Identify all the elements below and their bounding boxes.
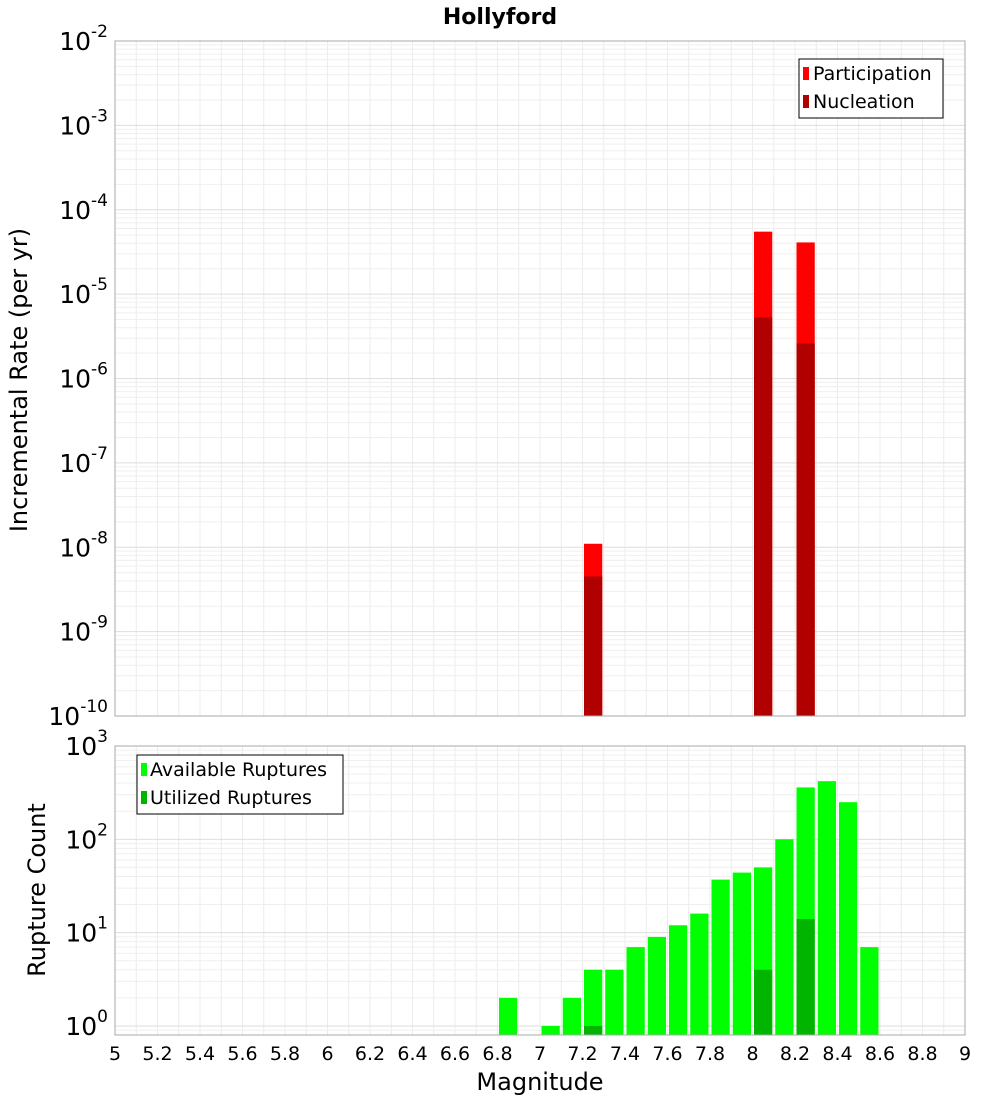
rate-legend-swatch-participation: [803, 67, 809, 80]
count-legend-label-utilized: Utilized Ruptures: [150, 787, 312, 809]
x-tick-label: 6: [321, 1043, 333, 1065]
x-tick-label: 6.4: [397, 1043, 427, 1065]
x-tick-label: 8.6: [865, 1043, 895, 1065]
count-bar-primary: [584, 969, 603, 1035]
count-bar-primary: [732, 872, 751, 1035]
x-tick-label: 8.8: [907, 1043, 937, 1065]
rate-legend-box: [798, 58, 944, 119]
count-legend: Available Ruptures Utilized Ruptures: [136, 754, 344, 815]
count-legend-box: [136, 754, 344, 815]
count-bar-primary: [711, 879, 730, 1035]
x-tick-label: 5: [109, 1043, 121, 1065]
count-bar-primary: [605, 969, 624, 1035]
rate-y-tick-label: 10-7: [59, 444, 108, 478]
count-panel: 100 101 102 103 5 5.2 5.4 5.6 5.8 6 6.2 6.4 6.6 6.8 7…: [23, 727, 971, 1096]
count-bar-primary: [562, 997, 581, 1035]
count-bar-primary: [690, 913, 709, 1035]
rate-plot-frame: [114, 40, 966, 717]
x-tick-label: 9: [959, 1043, 971, 1065]
count-bar-primary: [860, 947, 879, 1035]
count-bar-primary: [541, 1025, 560, 1035]
count-bar-primary: [839, 802, 858, 1035]
rate-bar-secondary: [796, 343, 815, 716]
count-x-ticks: 5 5.2 5.4 5.6 5.8 6 6.2 6.4 6.6 6.8 7 7.2 7.4 7.6 7.8 8…: [109, 1043, 971, 1065]
x-tick-label: 7: [534, 1043, 546, 1065]
count-y-axis-label: Rupture Count: [23, 803, 51, 977]
x-tick-label: 6.2: [355, 1043, 385, 1065]
rate-y-tick-label: 10-5: [59, 275, 108, 309]
rate-y-tick-label: 10-4: [59, 191, 108, 225]
count-legend-label-available: Available Ruptures: [150, 759, 327, 781]
x-tick-label: 7.4: [610, 1043, 640, 1065]
rate-bar-secondary: [584, 576, 603, 716]
x-tick-label: 8.2: [780, 1043, 810, 1065]
count-bar-primary: [669, 925, 688, 1035]
x-tick-label: 7.2: [567, 1043, 597, 1065]
rate-y-tick-label: 10-9: [59, 613, 108, 647]
count-bars: [499, 781, 879, 1035]
x-tick-label: 5.6: [227, 1043, 257, 1065]
x-tick-label: 5.4: [185, 1043, 215, 1065]
rate-legend-label-nucleation: Nucleation: [813, 91, 915, 113]
rate-y-tick-label: 10-6: [59, 360, 108, 394]
rate-legend: Participation Nucleation: [798, 58, 944, 119]
rate-y-ticks: 10-10 10-9 10-8 10-7 10-6 10-5 10-4 10-3 10-2: [48, 22, 108, 731]
x-tick-label: 8.4: [822, 1043, 852, 1065]
x-axis-label: Magnitude: [476, 1068, 603, 1096]
count-y-tick-label: 100: [65, 1007, 108, 1041]
count-bar-secondary: [754, 969, 773, 1035]
x-tick-label: 8: [746, 1043, 758, 1065]
count-bar-primary: [499, 997, 518, 1035]
count-legend-swatch-utilized: [141, 791, 147, 804]
x-tick-label: 6.8: [482, 1043, 512, 1065]
rate-grid: [114, 41, 966, 717]
count-bar-primary: [775, 839, 794, 1035]
rate-legend-swatch-nucleation: [803, 95, 809, 108]
rate-y-tick-label: 10-10: [48, 697, 108, 731]
count-bar-primary: [647, 936, 666, 1035]
rate-legend-label-participation: Participation: [813, 63, 932, 85]
rate-bar-secondary: [754, 317, 773, 716]
x-tick-label: 5.2: [142, 1043, 172, 1065]
x-tick-label: 6.6: [440, 1043, 470, 1065]
count-y-tick-label: 102: [65, 820, 108, 854]
count-y-tick-label: 103: [65, 727, 108, 761]
count-plot-frame: [114, 745, 966, 1036]
rate-bars: [584, 231, 815, 716]
rate-panel: 10-10 10-9 10-8 10-7 10-6 10-5 10-4 10-3 10-2 In…: [5, 22, 966, 731]
rate-y-tick-label: 10-8: [59, 528, 108, 562]
rate-y-tick-label: 10-2: [59, 22, 108, 56]
count-legend-swatch-available: [141, 763, 147, 776]
x-tick-label: 7.8: [695, 1043, 725, 1065]
rate-y-tick-label: 10-3: [59, 106, 108, 140]
count-bar-secondary: [796, 919, 815, 1035]
rate-y-axis-label: Incremental Rate (per yr): [5, 228, 33, 532]
count-bar-secondary: [584, 1025, 603, 1035]
count-y-ticks: 100 101 102 103: [65, 727, 108, 1041]
count-bar-primary: [626, 947, 645, 1035]
count-bar-primary: [817, 781, 836, 1035]
x-tick-label: 5.8: [270, 1043, 300, 1065]
chart-title: Hollyford: [443, 5, 557, 30]
x-tick-label: 7.6: [652, 1043, 682, 1065]
count-y-tick-label: 101: [65, 914, 108, 948]
